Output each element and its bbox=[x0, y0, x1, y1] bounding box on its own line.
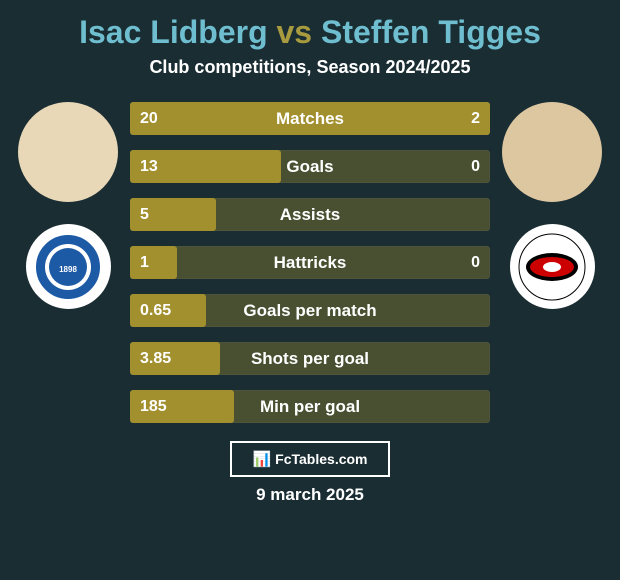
stat-row: 10Hattricks bbox=[130, 246, 490, 279]
vs-label: vs bbox=[277, 14, 313, 50]
player1-avatar bbox=[18, 102, 118, 202]
darmstadt-badge-icon: 1898 bbox=[33, 232, 103, 302]
main-area: 1898 202Matches 130Goals 5Assists 10Hattric… bbox=[0, 102, 620, 423]
hurricanes-badge-icon bbox=[517, 232, 587, 302]
right-column bbox=[502, 102, 602, 309]
stat-bars: 202Matches 130Goals 5Assists 10Hattricks 0.6… bbox=[130, 102, 490, 423]
left-column: 1898 bbox=[18, 102, 118, 309]
footer-date: 9 march 2025 bbox=[0, 485, 620, 505]
player2-name: Steffen Tigges bbox=[321, 14, 541, 50]
stat-label: Min per goal bbox=[130, 390, 490, 423]
brand-text: FcTables.com bbox=[275, 451, 367, 467]
stat-label: Shots per goal bbox=[130, 342, 490, 375]
player1-club-badge: 1898 bbox=[26, 224, 111, 309]
stat-label: Hattricks bbox=[130, 246, 490, 279]
stat-row: 202Matches bbox=[130, 102, 490, 135]
stat-label: Matches bbox=[130, 102, 490, 135]
chart-icon: 📊 bbox=[252, 450, 271, 468]
stat-label: Goals bbox=[130, 150, 490, 183]
stat-label: Assists bbox=[130, 198, 490, 231]
stat-row: 130Goals bbox=[130, 150, 490, 183]
stat-row: 5Assists bbox=[130, 198, 490, 231]
subtitle: Club competitions, Season 2024/2025 bbox=[0, 57, 620, 78]
page-title: Isac Lidberg vs Steffen Tigges bbox=[0, 14, 620, 51]
player2-club-badge bbox=[510, 224, 595, 309]
stat-row: 0.65Goals per match bbox=[130, 294, 490, 327]
player1-name: Isac Lidberg bbox=[79, 14, 268, 50]
stat-row: 3.85Shots per goal bbox=[130, 342, 490, 375]
brand-badge: 📊 FcTables.com bbox=[230, 441, 390, 477]
comparison-card: Isac Lidberg vs Steffen Tigges Club comp… bbox=[0, 0, 620, 580]
stat-label: Goals per match bbox=[130, 294, 490, 327]
stat-row: 185Min per goal bbox=[130, 390, 490, 423]
svg-text:1898: 1898 bbox=[59, 265, 77, 274]
player2-avatar bbox=[502, 102, 602, 202]
